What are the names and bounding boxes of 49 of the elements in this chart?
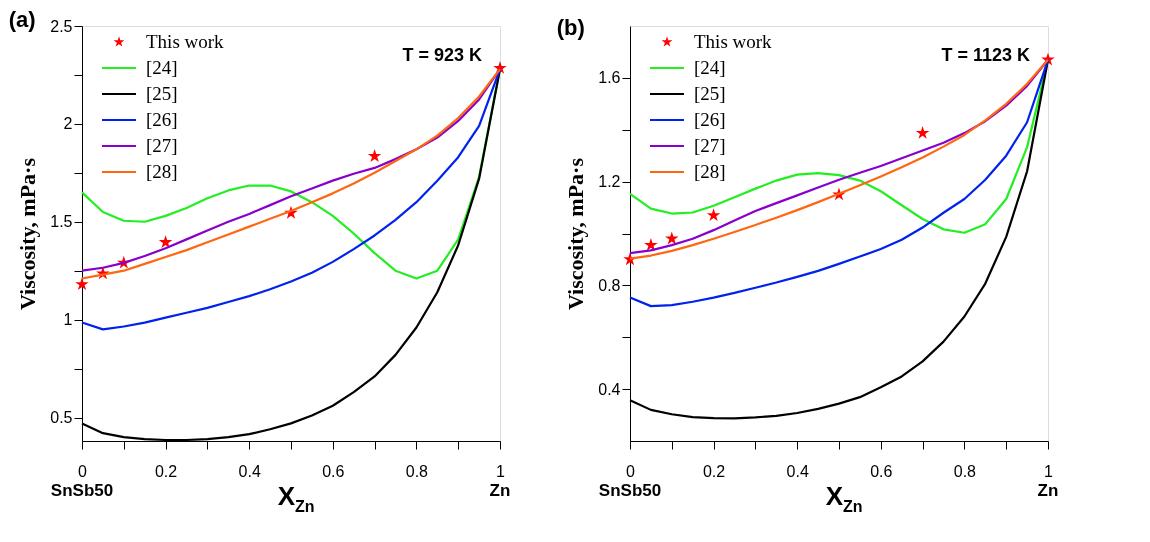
legend-label: [28] [146,161,178,182]
legend-label: [25] [146,83,178,104]
y-tick-label: 0.8 [598,276,621,294]
x-tick-label: 0 [78,462,88,480]
x-tick-label: 0 [626,462,636,480]
x-tick-label: 0.6 [322,462,345,480]
x-tick-label: 1 [1044,462,1054,480]
x-tick-label: 0.8 [953,462,977,480]
legend-label: [27] [694,135,726,156]
legend-label: This work [694,31,773,52]
legend-label: [24] [694,57,726,78]
text: Zn [1037,481,1059,500]
point [644,238,658,251]
y-tick-label: 1 [63,311,73,329]
chart-title: (b) [556,15,585,40]
chart-title: (a) [8,7,36,32]
x-tick-label: 0.6 [870,462,893,480]
y-tick-label: 1.5 [50,213,73,231]
x-tick-label: 1 [496,462,506,480]
y-tick-label: 0.5 [50,409,73,427]
y-tick-label: 2.5 [50,17,73,35]
point [75,277,89,291]
point [706,208,721,222]
y-tick-label: 2 [63,115,73,133]
point [367,149,382,162]
x-tick-label: 0.4 [786,462,809,480]
x-tick-label: 0.2 [154,462,178,480]
annotation: T = 1123 K [941,45,1030,65]
point [158,235,173,249]
text: SnSb50 [598,481,662,500]
text: Zn [489,481,511,500]
legend-label: [24] [146,57,178,78]
y-axis-title: Viscosity, mPa·s [15,157,41,310]
y-tick-label: 0.4 [598,380,621,398]
legend-label: [27] [146,135,178,156]
text: SnSb50 [50,481,114,500]
legend-label: This work [146,31,225,52]
legend-label: [26] [694,109,726,130]
y-tick-label: 1.6 [598,69,621,87]
x-tick-label: 0.8 [405,462,429,480]
legend-label: [26] [146,109,178,130]
y-tick-label: 1.2 [598,173,621,191]
annotation: T = 923 K [402,45,482,65]
x-tick-label: 0.2 [702,462,726,480]
y-axis-title: Viscosity, mPa·s [563,157,589,310]
point [915,126,930,139]
legend-label: [28] [694,161,726,182]
legend-label: [25] [694,83,726,104]
x-tick-label: 0.4 [238,462,261,480]
